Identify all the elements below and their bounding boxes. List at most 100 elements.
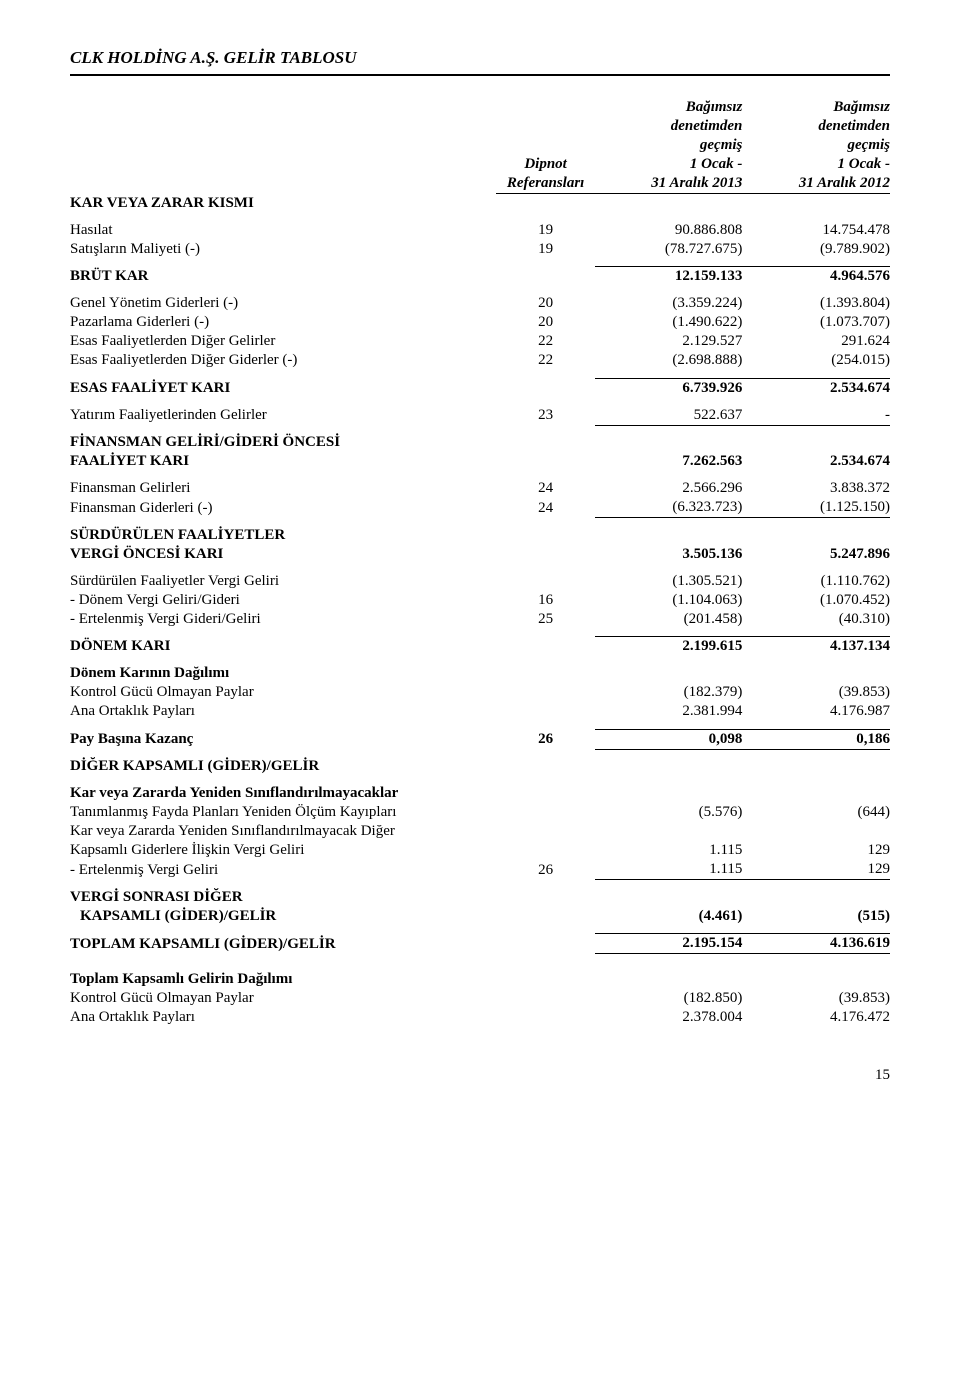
row-fingelir-v1: 2.566.296	[595, 479, 743, 498]
sec-diger-kapsamli: DİĞER KAPSAMLI (GİDER)/GELİR	[70, 757, 496, 776]
row-esasgider-v1: (2.698.888)	[595, 351, 743, 370]
row-hasilat-l: Hasılat	[70, 221, 496, 240]
row-esasgelir-r: 22	[496, 332, 594, 351]
toplam-kapsamli-v1: 2.195.154	[595, 934, 743, 954]
row-ertelenmis-vg-v1: 1.115	[595, 860, 743, 880]
esas-kar-v1: 6.739.926	[595, 378, 743, 398]
sec-vergi-sonrasi2: KAPSAMLI (GİDER)/GELİR	[70, 907, 496, 926]
sec-kar-zarar: KAR VEYA ZARAR KISMI	[70, 194, 496, 213]
sec-brut-kar: BRÜT KAR	[70, 267, 496, 287]
sec-vergi-sonrasi1: VERGİ SONRASI DİĞER	[70, 888, 496, 907]
row-pazarlama-v1: (1.490.622)	[595, 313, 743, 332]
row-satis-r: 19	[496, 240, 594, 259]
row-kapsamli-gider-l: Kapsamlı Giderlere İlişkin Vergi Geliri	[70, 841, 496, 860]
row-tk-ana-l: Ana Ortaklık Payları	[70, 1008, 496, 1027]
donem-kari-v2: 4.137.134	[742, 637, 890, 657]
row-fingelir-l: Finansman Gelirleri	[70, 479, 496, 498]
row-pazarlama-v2: (1.073.707)	[742, 313, 890, 332]
row-tk-kontrol-v1: (182.850)	[595, 989, 743, 1008]
row-fingider-v1: (6.323.723)	[595, 498, 743, 518]
donem-kari-v1: 2.199.615	[595, 637, 743, 657]
row-surd-vergi-v1: (1.305.521)	[595, 572, 743, 591]
pay-kazanc-r: 26	[496, 729, 594, 749]
hdr-c1-a: Bağımsız	[595, 98, 743, 117]
row-pazarlama-l: Pazarlama Giderleri (-)	[70, 313, 496, 332]
row-tanimlanmis-v2: (644)	[742, 803, 890, 822]
sec-fin-oncesi1: FİNANSMAN GELİRİ/GİDERİ ÖNCESİ	[70, 433, 496, 452]
brut-kar-v2: 4.964.576	[742, 267, 890, 287]
fin-oncesi-v1: 7.262.563	[595, 452, 743, 471]
hdr-c2-c: geçmiş	[742, 136, 890, 155]
row-donem-vergi-l: - Dönem Vergi Geliri/Gideri	[70, 591, 496, 610]
row-ertelenmis-l: - Ertelenmiş Vergi Gideri/Geliri	[70, 610, 496, 629]
row-kzs-l: Kar veya Zararda Yeniden Sınıflandırılma…	[70, 784, 496, 803]
row-fingider-v2: (1.125.150)	[742, 498, 890, 518]
vergi-oncesi-v1: 3.505.136	[595, 545, 743, 564]
row-esasgelir-v2: 291.624	[742, 332, 890, 351]
hdr-c2-d: 1 Ocak -	[742, 155, 890, 174]
row-tanimlanmis-l: Tanımlanmış Fayda Planları Yeniden Ölçüm…	[70, 803, 496, 822]
hdr-c1-c: geçmiş	[595, 136, 743, 155]
row-tk-ana-v2: 4.176.472	[742, 1008, 890, 1027]
row-fingelir-r: 24	[496, 479, 594, 498]
row-tk-ana-v1: 2.378.004	[595, 1008, 743, 1027]
esas-kar-v2: 2.534.674	[742, 378, 890, 398]
row-ertelenmis-r: 25	[496, 610, 594, 629]
row-ana-l: Ana Ortaklık Payları	[70, 702, 496, 721]
row-yatirim-l: Yatırım Faaliyetlerinden Gelirler	[70, 406, 496, 426]
row-ertelenmis-vg-r: 26	[496, 860, 594, 880]
hdr-c2-a: Bağımsız	[742, 98, 890, 117]
row-genel-r: 20	[496, 294, 594, 313]
row-kontrol-v2: (39.853)	[742, 683, 890, 702]
hdr-c1-e: 31 Aralık 2013	[595, 174, 743, 194]
title-rule	[70, 74, 890, 76]
row-hasilat-r: 19	[496, 221, 594, 240]
row-yatirim-v2: -	[742, 406, 890, 426]
vergi-oncesi-v2: 5.247.896	[742, 545, 890, 564]
sec-surdurulen2: VERGİ ÖNCESİ KARI	[70, 545, 496, 564]
row-ertelenmis-v1: (201.458)	[595, 610, 743, 629]
sec-pay-kazanc: Pay Başına Kazanç	[70, 729, 496, 749]
sec-donem-dagilim: Dönem Karının Dağılımı	[70, 664, 496, 683]
hdr-c2-b: denetimden	[742, 117, 890, 136]
row-ana-v1: 2.381.994	[595, 702, 743, 721]
row-ertelenmis-vg-l: - Ertelenmiş Vergi Geliri	[70, 860, 496, 880]
row-esasgelir-v1: 2.129.527	[595, 332, 743, 351]
row-satis-l: Satışların Maliyeti (-)	[70, 240, 496, 259]
row-ertelenmis-v2: (40.310)	[742, 610, 890, 629]
row-yatirim-r: 23	[496, 406, 594, 426]
sec-toplam-kapsamli: TOPLAM KAPSAMLI (GİDER)/GELİR	[70, 934, 496, 954]
row-hasilat-v2: 14.754.478	[742, 221, 890, 240]
row-satis-v1: (78.727.675)	[595, 240, 743, 259]
row-pazarlama-r: 20	[496, 313, 594, 332]
row-fingelir-v2: 3.838.372	[742, 479, 890, 498]
income-statement-table: Bağımsız Bağımsız denetimden denetimden …	[70, 98, 890, 1027]
row-esasgelir-l: Esas Faaliyetlerden Diğer Gelirler	[70, 332, 496, 351]
row-surd-vergi-v2: (1.110.762)	[742, 572, 890, 591]
vergi-sonrasi-v2: (515)	[742, 907, 890, 926]
row-kapsamli-gider-v2: 129	[742, 841, 890, 860]
sec-surdurulen1: SÜRDÜRÜLEN FAALİYETLER	[70, 526, 496, 545]
page-number: 15	[70, 1067, 890, 1084]
hdr-ref2: Referansları	[496, 174, 594, 194]
row-esasgider-v2: (254.015)	[742, 351, 890, 370]
hdr-ref1: Dipnot	[496, 155, 594, 174]
toplam-kapsamli-v2: 4.136.619	[742, 934, 890, 954]
row-kontrol-v1: (182.379)	[595, 683, 743, 702]
row-ana-v2: 4.176.987	[742, 702, 890, 721]
page-title: CLK HOLDİNG A.Ş. GELİR TABLOSU	[70, 48, 890, 68]
row-esasgider-l: Esas Faaliyetlerden Diğer Giderler (-)	[70, 351, 496, 370]
row-tanimlanmis-v1: (5.576)	[595, 803, 743, 822]
row-tk-kontrol-l: Kontrol Gücü Olmayan Paylar	[70, 989, 496, 1008]
row-fingider-l: Finansman Giderleri (-)	[70, 498, 496, 518]
fin-oncesi-v2: 2.534.674	[742, 452, 890, 471]
vergi-sonrasi-v1: (4.461)	[595, 907, 743, 926]
row-genel-v1: (3.359.224)	[595, 294, 743, 313]
row-yatirim-v1: 522.637	[595, 406, 743, 426]
sec-toplam-dagilim: Toplam Kapsamlı Gelirin Dağılımı	[70, 970, 496, 989]
row-satis-v2: (9.789.902)	[742, 240, 890, 259]
row-donem-vergi-v1: (1.104.063)	[595, 591, 743, 610]
row-tk-kontrol-v2: (39.853)	[742, 989, 890, 1008]
row-esasgider-r: 22	[496, 351, 594, 370]
row-genel-v2: (1.393.804)	[742, 294, 890, 313]
